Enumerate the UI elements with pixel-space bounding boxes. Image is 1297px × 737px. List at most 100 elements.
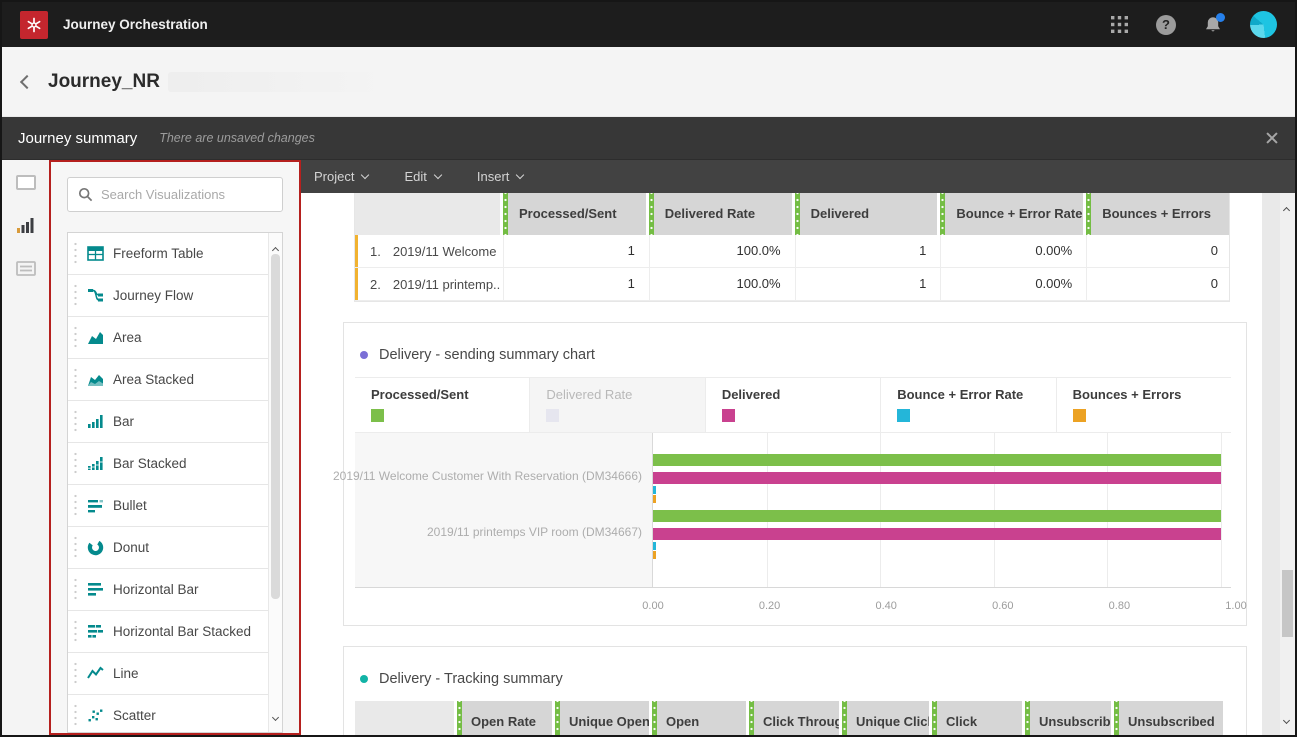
viz-item-bar[interactable]: Bar bbox=[68, 401, 268, 443]
table-cell: 1 bbox=[794, 268, 938, 300]
drag-handle-icon bbox=[73, 661, 78, 686]
legend-item-disabled[interactable]: Delivered Rate bbox=[529, 378, 705, 432]
viz-item-freeform-table[interactable]: Freeform Table bbox=[68, 233, 268, 275]
bar-bounces-errors[interactable] bbox=[653, 495, 656, 503]
column-header[interactable]: Open bbox=[652, 701, 746, 735]
bar-processed-sent[interactable] bbox=[653, 510, 1221, 522]
area-icon bbox=[87, 329, 104, 346]
legend-swatch bbox=[371, 409, 384, 422]
viz-item-journey-flow[interactable]: Journey Flow bbox=[68, 275, 268, 317]
column-header[interactable]: Unique Clicks bbox=[842, 701, 929, 735]
table-cell: 1 bbox=[794, 235, 938, 267]
x-tick: 1.00 bbox=[1225, 600, 1247, 612]
visualizations-rail-icon[interactable] bbox=[16, 217, 36, 234]
column-drag-handle-icon[interactable] bbox=[842, 701, 847, 735]
column-drag-handle-icon[interactable] bbox=[749, 701, 754, 735]
viz-list-scrollbar[interactable] bbox=[268, 233, 282, 732]
column-header[interactable]: Processed/Sent bbox=[503, 193, 646, 235]
viz-item-area-stacked[interactable]: Area Stacked bbox=[68, 359, 268, 401]
viz-item-scatter[interactable]: Scatter bbox=[68, 695, 268, 732]
table-cell: 1 bbox=[503, 268, 646, 300]
viz-item-label: Scatter bbox=[113, 708, 156, 723]
viz-item-line[interactable]: Line bbox=[68, 653, 268, 695]
unsaved-changes-status: There are unsaved changes bbox=[159, 131, 315, 145]
column-header[interactable]: Delivered Rate bbox=[648, 193, 792, 235]
drag-handle-icon bbox=[73, 493, 78, 518]
drag-handle-icon bbox=[73, 241, 78, 266]
column-header[interactable]: Bounce + Error Rate bbox=[940, 193, 1084, 235]
column-header[interactable]: Open Rate bbox=[457, 701, 552, 735]
menu-edit[interactable]: Edit bbox=[404, 169, 443, 184]
viz-item-bar-stacked[interactable]: Bar Stacked bbox=[68, 443, 268, 485]
legend-item[interactable]: Delivered bbox=[704, 378, 880, 432]
panel-bullet-icon bbox=[360, 351, 368, 359]
back-button[interactable] bbox=[19, 74, 35, 89]
column-header[interactable]: Unsubscribed bbox=[1114, 701, 1223, 735]
page-scrollbar[interactable] bbox=[1280, 193, 1295, 735]
viz-item-bullet[interactable]: Bullet bbox=[68, 485, 268, 527]
app-title: Journey Orchestration bbox=[63, 17, 208, 32]
bar-bounces-errors[interactable] bbox=[653, 551, 656, 559]
legend-item[interactable]: Processed/Sent bbox=[355, 378, 529, 432]
column-drag-handle-icon[interactable] bbox=[652, 701, 657, 735]
bar-stacked-icon bbox=[87, 455, 104, 472]
column-drag-handle-icon[interactable] bbox=[940, 193, 946, 235]
page-scrollbar-thumb[interactable] bbox=[1282, 570, 1293, 637]
viz-list-scrollbar-thumb[interactable] bbox=[271, 254, 280, 599]
row-label[interactable]: 1. 2019/11 Welcome ... bbox=[355, 235, 500, 267]
column-drag-handle-icon[interactable] bbox=[503, 193, 508, 235]
components-rail-icon[interactable] bbox=[15, 261, 36, 276]
table-cell: 0.00% bbox=[940, 268, 1083, 300]
help-icon[interactable]: ? bbox=[1156, 14, 1176, 35]
visualizations-panel: Freeform Table Journey Flow Area Area St… bbox=[49, 160, 301, 735]
scroll-down-icon[interactable] bbox=[1282, 710, 1291, 728]
legend-item[interactable]: Bounce + Error Rate bbox=[880, 378, 1055, 432]
column-header[interactable]: Delivered bbox=[794, 193, 938, 235]
column-header[interactable]: Click bbox=[932, 701, 1022, 735]
column-drag-handle-icon[interactable] bbox=[555, 701, 560, 735]
user-avatar[interactable] bbox=[1250, 11, 1277, 38]
column-drag-handle-icon[interactable] bbox=[648, 193, 654, 235]
drag-handle-icon bbox=[73, 283, 78, 308]
column-drag-handle-icon[interactable] bbox=[457, 701, 462, 735]
table-row[interactable]: 2. 2019/11 printemp... 1 100.0% 1 0.00% 0 bbox=[355, 268, 1229, 301]
column-drag-handle-icon[interactable] bbox=[932, 701, 937, 735]
column-drag-handle-icon[interactable] bbox=[1114, 701, 1119, 735]
visualizations-list: Freeform Table Journey Flow Area Area St… bbox=[67, 232, 283, 733]
scroll-up-icon[interactable] bbox=[1282, 200, 1291, 218]
bar-processed-sent[interactable] bbox=[653, 454, 1221, 466]
menu-project[interactable]: Project bbox=[314, 169, 370, 184]
viz-item-donut[interactable]: Donut bbox=[68, 527, 268, 569]
viz-item-horizontal-bar[interactable]: Horizontal Bar bbox=[68, 569, 268, 611]
table-row[interactable]: 1. 2019/11 Welcome ... 1 100.0% 1 0.00% 0 bbox=[355, 235, 1229, 268]
column-drag-handle-icon[interactable] bbox=[1086, 193, 1092, 235]
sending-summary-chart-card: Delivery - sending summary chart Process… bbox=[333, 322, 1247, 626]
notifications-bell-icon[interactable] bbox=[1203, 12, 1225, 35]
viz-item-label: Bullet bbox=[113, 498, 147, 513]
column-header[interactable]: Bounces + Errors bbox=[1086, 193, 1229, 235]
viz-item-area[interactable]: Area bbox=[68, 317, 268, 359]
bar-delivered[interactable] bbox=[653, 528, 1221, 540]
column-header[interactable]: Unique Opens bbox=[555, 701, 649, 735]
scroll-down-icon[interactable] bbox=[271, 707, 280, 725]
horizontal-bar-stacked-icon bbox=[87, 623, 104, 640]
column-header[interactable]: Click Through R bbox=[749, 701, 839, 735]
viz-item-horizontal-bar-stacked[interactable]: Horizontal Bar Stacked bbox=[68, 611, 268, 653]
close-icon[interactable] bbox=[1265, 131, 1279, 145]
redacted-text-blur bbox=[167, 71, 448, 92]
menu-insert[interactable]: Insert bbox=[477, 169, 525, 184]
legend-item[interactable]: Bounces + Errors bbox=[1055, 378, 1231, 432]
column-header[interactable]: Unsubscribe Ra bbox=[1025, 701, 1111, 735]
journey-flow-icon bbox=[87, 287, 104, 304]
column-drag-handle-icon[interactable] bbox=[1025, 701, 1030, 735]
row-label[interactable]: 2. 2019/11 printemp... bbox=[355, 268, 500, 300]
search-visualizations-input[interactable] bbox=[101, 187, 272, 202]
panels-rail-icon[interactable] bbox=[15, 175, 36, 190]
scatter-icon bbox=[87, 707, 104, 724]
column-drag-handle-icon[interactable] bbox=[794, 193, 800, 235]
bar-bounce-error-rate[interactable] bbox=[653, 486, 656, 494]
bar-delivered[interactable] bbox=[653, 472, 1221, 484]
app-switcher-grid-icon[interactable] bbox=[1110, 15, 1129, 34]
bar-bounce-error-rate[interactable] bbox=[653, 542, 656, 550]
x-tick: 0.80 bbox=[1108, 600, 1131, 612]
